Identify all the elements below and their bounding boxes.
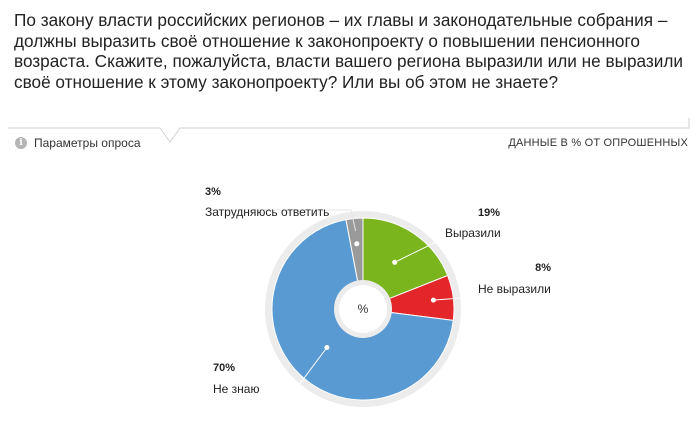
question-text: По закону власти российских регионов – и… [14,10,684,92]
data-label-category: Не выразили [478,282,551,296]
units-label: ДАННЫЕ В % ОТ ОПРОШЕННЫХ [508,137,688,149]
data-label-value: 8% [535,262,551,274]
pie-center [339,285,387,333]
leader-line [433,296,551,301]
data-label-category: Выразили [445,226,501,240]
data-label-category: Затрудняюсь ответить [205,205,329,219]
data-label-value: 19% [478,207,500,219]
leader-line [206,209,357,232]
pie-slice[interactable] [362,217,449,310]
leader-line [262,347,328,398]
survey-params-button[interactable]: i Параметры опроса [15,136,141,150]
leader-dot [354,241,360,247]
data-label-value: 3% [205,186,221,198]
pie-center-label: % [358,302,369,316]
survey-params-label: Параметры опроса [34,136,141,150]
data-label-value: 70% [213,362,235,374]
leader-line [394,239,500,263]
leader-dot [324,345,330,350]
leader-dot [430,297,436,303]
leader-dot [392,259,398,265]
info-icon: i [15,137,27,149]
data-label-category: Не знаю [213,382,259,396]
